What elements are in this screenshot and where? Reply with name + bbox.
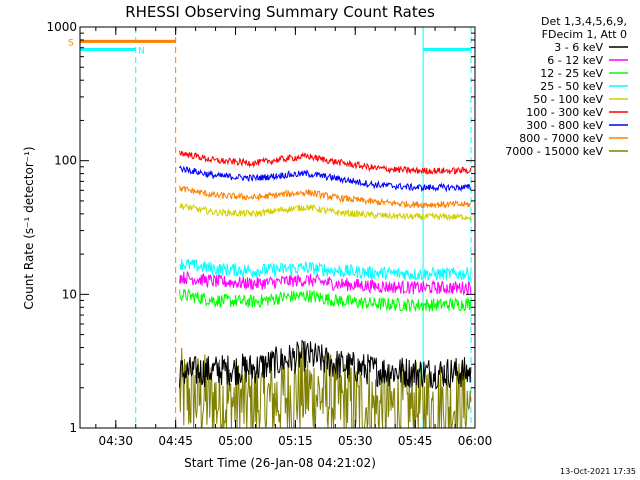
legend-label: 800 - 7000 keV bbox=[519, 132, 603, 145]
x-tick-label: 04:45 bbox=[158, 434, 193, 448]
x-tick-label: 05:45 bbox=[398, 434, 433, 448]
x-tick-label: 04:30 bbox=[98, 434, 133, 448]
x-axis: 04:30 04:45 05:00 05:15 05:30 05:45 06:00 bbox=[95, 27, 493, 448]
legend-header-line: FDecim 1, Att 0 bbox=[542, 28, 627, 41]
series-line bbox=[179, 258, 472, 281]
series-line bbox=[179, 203, 472, 222]
legend-label: 300 - 800 keV bbox=[526, 119, 603, 132]
series-line bbox=[179, 288, 472, 312]
x-tick-label: 05:15 bbox=[278, 434, 313, 448]
y-tick-label: 100 bbox=[54, 154, 77, 168]
x-axis-label: Start Time (26-Jan-08 04:21:02) bbox=[184, 456, 376, 470]
series-line bbox=[179, 339, 472, 390]
x-tick-label: 06:00 bbox=[458, 434, 493, 448]
legend-label: 25 - 50 keV bbox=[540, 80, 603, 93]
legend-label: 50 - 100 keV bbox=[533, 93, 603, 106]
y-axis: 1 10 100 1000 bbox=[46, 20, 475, 435]
plot-frame bbox=[79, 26, 476, 429]
y-tick-label: 10 bbox=[62, 287, 77, 301]
footer-timestamp: 13-Oct-2021 17:35 bbox=[560, 467, 636, 476]
y-tick-label: 1 bbox=[69, 421, 77, 435]
legend-label: 12 - 25 keV bbox=[540, 67, 603, 80]
flag-label: S bbox=[68, 38, 74, 48]
legend-label: 3 - 6 keV bbox=[554, 41, 603, 54]
chart-title: RHESSI Observing Summary Count Rates bbox=[125, 3, 435, 21]
flag-label: N bbox=[138, 46, 145, 56]
x-tick-label: 05:00 bbox=[218, 434, 253, 448]
legend-label: 7000 - 15000 keV bbox=[505, 145, 603, 158]
series-line bbox=[179, 346, 472, 430]
legend: Det 1,3,4,5,6,9,FDecim 1, Att 03 - 6 keV… bbox=[505, 15, 628, 158]
y-axis-label: Count Rate (s⁻¹ detector⁻¹) bbox=[22, 146, 36, 309]
legend-label: 100 - 300 keV bbox=[526, 106, 603, 119]
legend-header-line: Det 1,3,4,5,6,9, bbox=[541, 15, 627, 28]
data-layer: SN bbox=[68, 27, 472, 430]
y-tick-label: 1000 bbox=[46, 20, 77, 34]
series-line bbox=[179, 270, 472, 296]
x-tick-label: 05:30 bbox=[338, 434, 373, 448]
series-line bbox=[179, 185, 471, 209]
legend-label: 6 - 12 keV bbox=[547, 54, 603, 67]
series-line bbox=[179, 150, 472, 176]
series-line bbox=[179, 165, 472, 193]
